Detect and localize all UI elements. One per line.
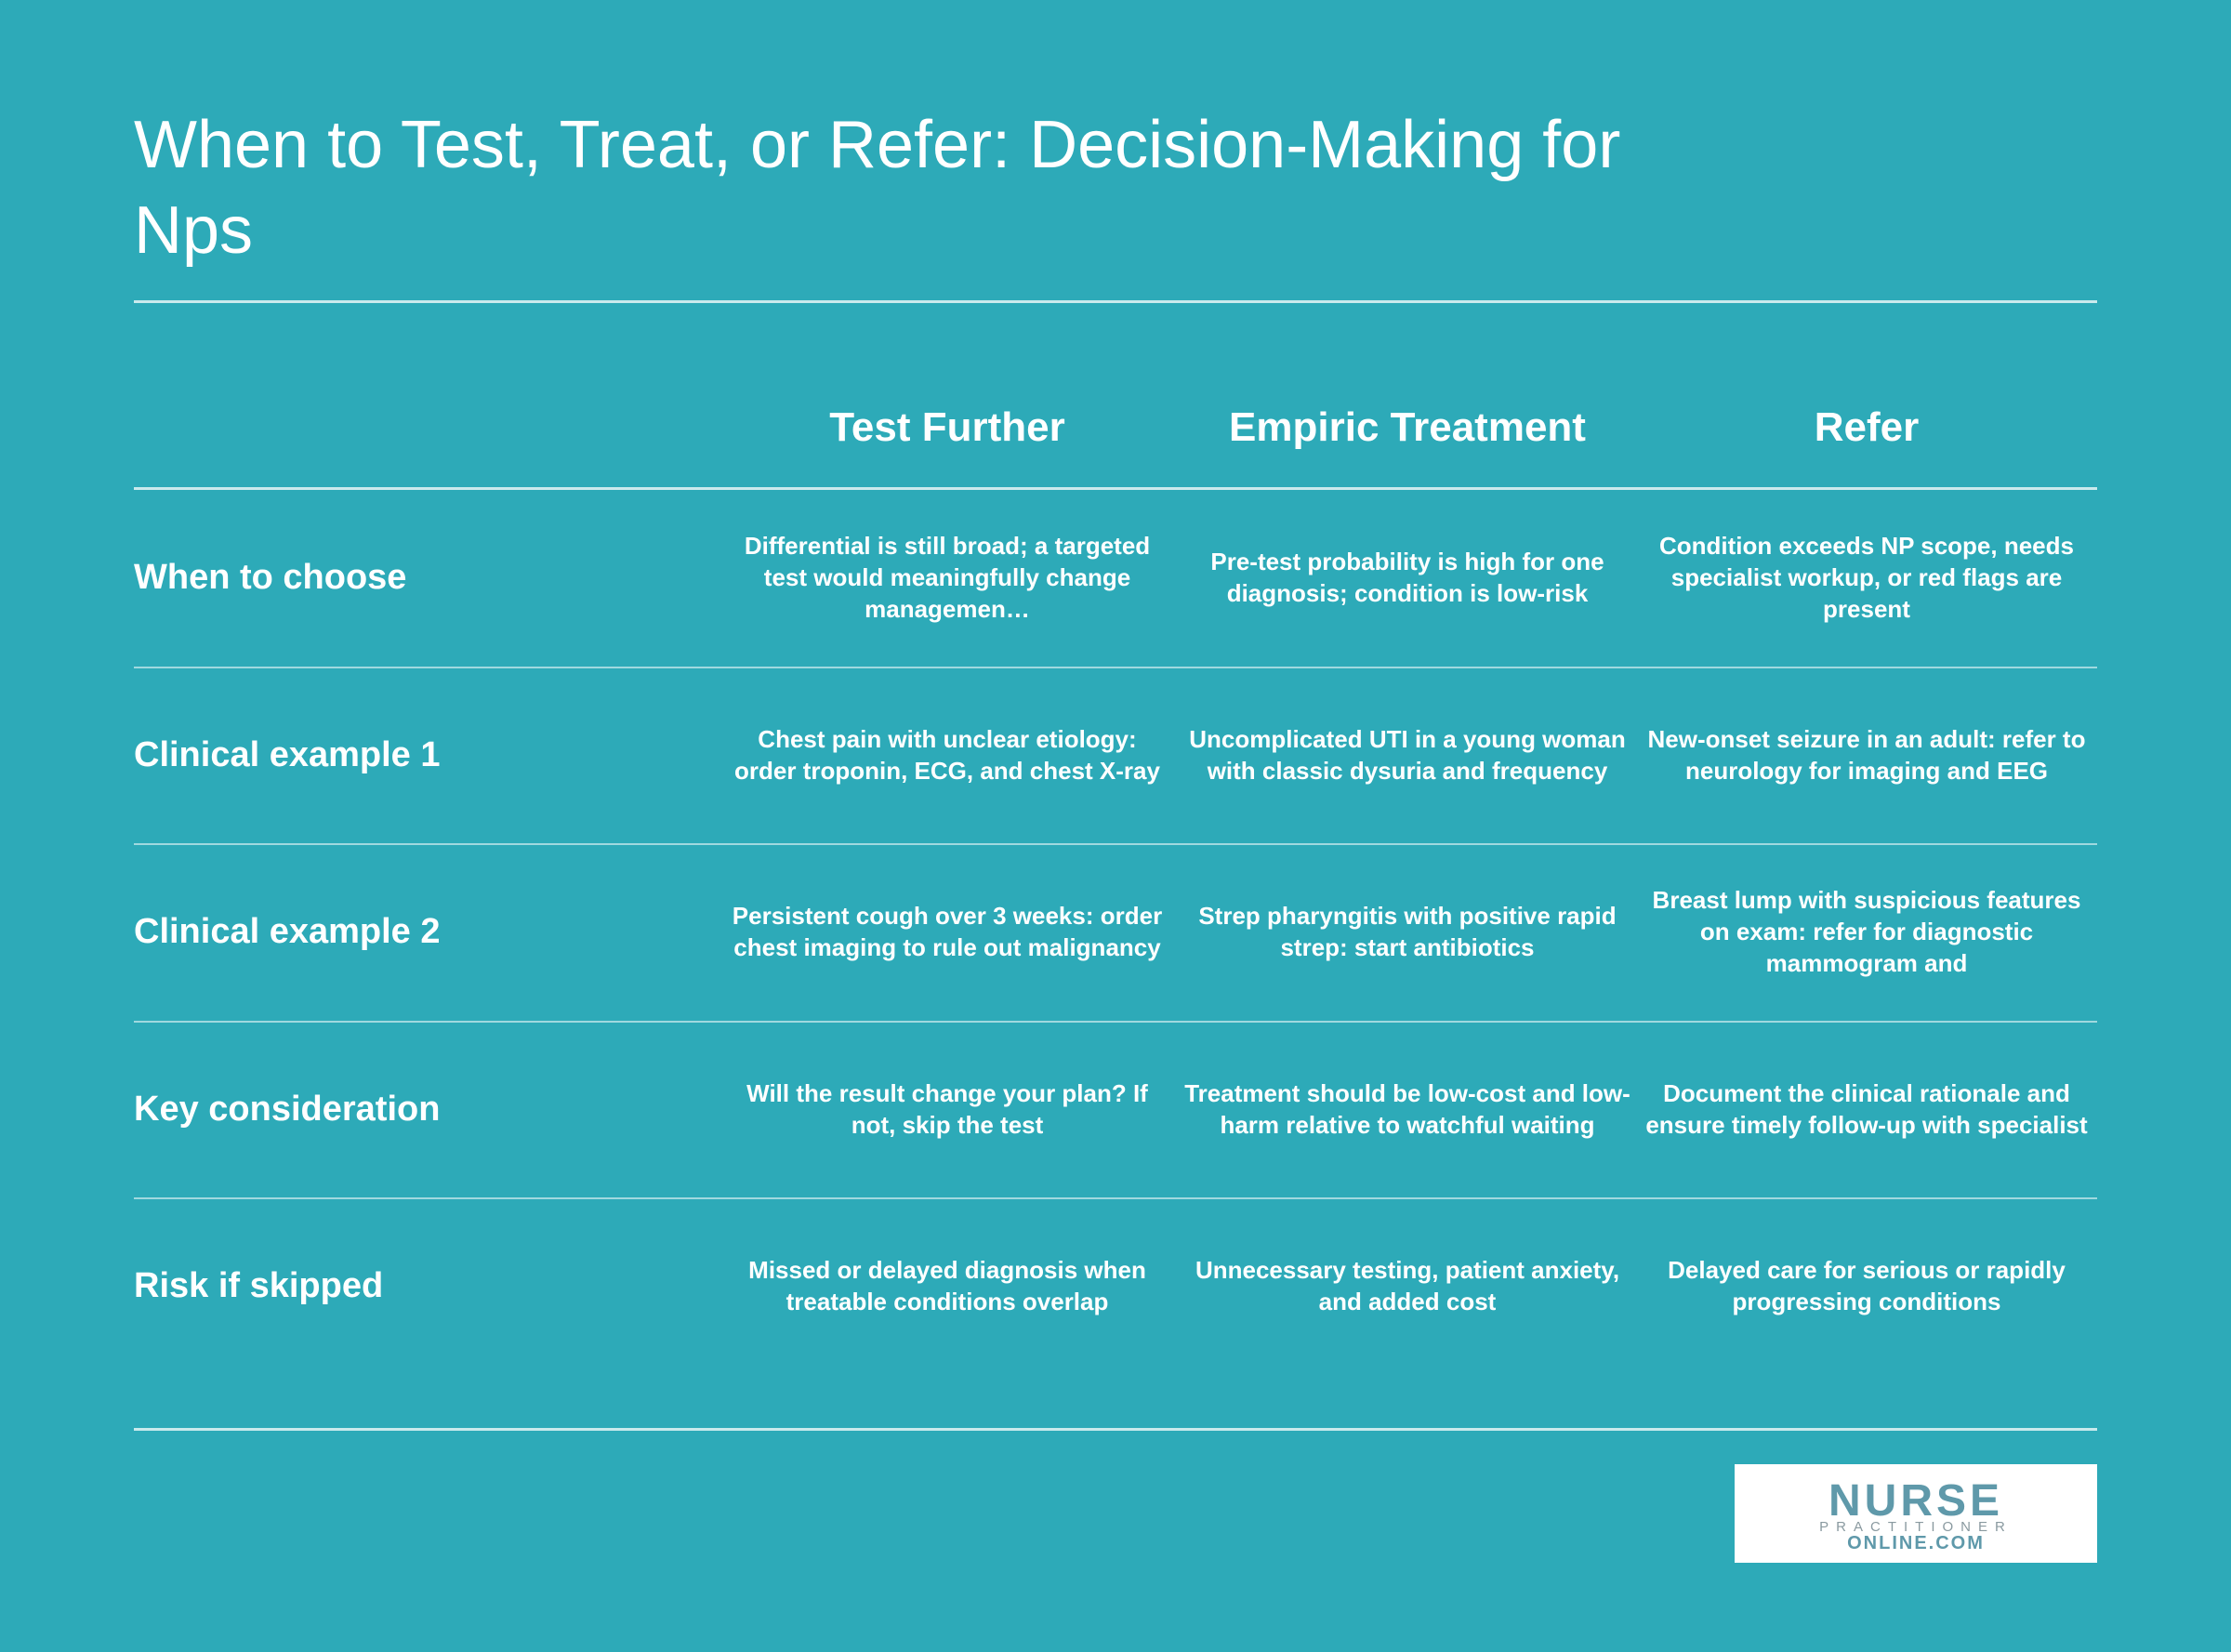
table-cell: Will the result change your plan? If not… — [746, 1078, 1148, 1139]
column-header: Test Further — [829, 404, 1065, 450]
row-label: Clinical example 2 — [134, 912, 441, 952]
table-cell: Missed or delayed diagnosis when treatab… — [748, 1256, 1146, 1316]
table-cell: Document the clinical rationale and ensu… — [1645, 1078, 2088, 1139]
divider — [134, 487, 2097, 490]
table-cell: Chest pain with unclear etiology: order … — [734, 724, 1160, 785]
table-cell: Strep pharyngitis with positive rapid st… — [1198, 902, 1617, 962]
table-cell: Uncomplicated UTI in a young woman with … — [1189, 724, 1626, 785]
table-cell: Unnecessary testing, patient anxiety, an… — [1195, 1256, 1620, 1316]
page-title: When to Test, Treat, or Refer: Decision-… — [134, 108, 1621, 268]
logo-text: NURSE — [1828, 1476, 2004, 1526]
row-divider — [134, 666, 2097, 668]
table-cell: Breast lump with suspicious features on … — [1652, 886, 2081, 978]
column-header: Refer — [1814, 404, 1920, 450]
row-label: When to choose — [134, 558, 407, 598]
table-cell: Pre-test probability is high for one dia… — [1210, 548, 1604, 608]
row-divider — [134, 1020, 2097, 1023]
table-cell: Differential is still broad; a targeted … — [744, 532, 1151, 624]
divider — [134, 300, 2097, 303]
table-cell: Treatment should be low-cost and low-har… — [1184, 1078, 1630, 1139]
table-cell: Persistent cough over 3 weeks: order che… — [732, 902, 1163, 962]
row-divider — [134, 843, 2097, 845]
table-cell: Delayed care for serious or rapidly prog… — [1668, 1256, 2066, 1316]
row-label: Key consideration — [134, 1089, 441, 1129]
table-cell: Condition exceeds NP scope, needs specia… — [1659, 532, 2074, 624]
row-label: Clinical example 1 — [134, 734, 441, 774]
divider — [134, 1428, 2097, 1431]
row-label: Risk if skipped — [134, 1266, 384, 1306]
logo-text: ONLINE.COM — [1847, 1533, 1985, 1553]
logo: NURSE PRACTITIONER ONLINE.COM — [1735, 1464, 2097, 1563]
table-cell: New-onset seizure in an adult: refer to … — [1647, 724, 2086, 785]
logo-text: PRACTITIONER — [1819, 1519, 2013, 1535]
row-divider — [134, 1197, 2097, 1199]
column-header: Empiric Treatment — [1229, 404, 1586, 450]
